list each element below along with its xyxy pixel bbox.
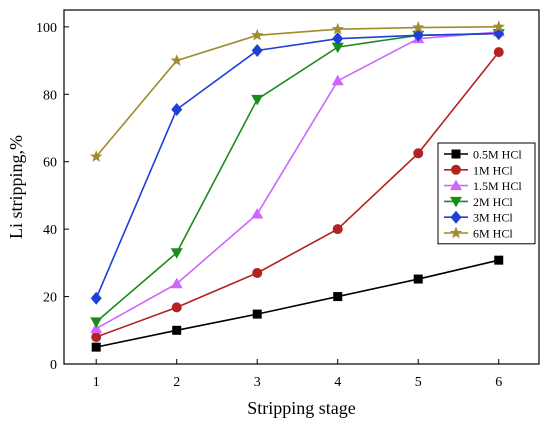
plot-frame xyxy=(63,9,540,365)
series-line xyxy=(95,26,499,158)
data-point xyxy=(91,332,102,343)
data-point xyxy=(251,43,263,57)
legend-item: 3M HCl xyxy=(444,210,513,225)
data-point xyxy=(492,20,505,33)
legend-item: 1.5M HCl xyxy=(444,179,522,193)
series-line xyxy=(95,32,499,299)
x-tick-label: 3 xyxy=(254,375,261,390)
legend-marker xyxy=(451,164,461,175)
plot-border xyxy=(63,9,540,365)
data-point xyxy=(413,274,423,284)
legend-label: 0.5M HCl xyxy=(473,148,522,162)
y-axis: 0 20 40 60 80 100 xyxy=(36,21,69,373)
series-5 xyxy=(90,20,505,162)
legend-item: 2M HCl xyxy=(444,195,513,209)
series-1 xyxy=(91,47,504,343)
legend-box xyxy=(437,142,536,245)
data-point xyxy=(90,317,103,328)
y-tick-label: 100 xyxy=(36,21,57,36)
data-point xyxy=(251,28,264,41)
data-point xyxy=(412,28,424,42)
y-tick-label: 40 xyxy=(43,223,57,238)
data-point xyxy=(413,148,424,159)
legend-marker xyxy=(449,226,463,239)
data-point xyxy=(331,74,344,86)
data-point xyxy=(332,224,343,235)
data-point xyxy=(171,102,183,116)
x-tick-label: 5 xyxy=(415,375,422,390)
data-point xyxy=(90,150,103,162)
x-axis-label: Stripping stage xyxy=(247,398,356,418)
x-tick-label: 2 xyxy=(173,375,180,390)
legend-label: 1M HCl xyxy=(473,163,513,177)
data-point xyxy=(493,47,504,58)
legend-marker xyxy=(450,179,462,191)
data-point xyxy=(170,54,183,66)
data-point xyxy=(331,22,344,35)
series-0 xyxy=(91,255,504,352)
data-point xyxy=(252,309,262,319)
y-tick-label: 20 xyxy=(43,291,57,306)
x-tick-label: 4 xyxy=(334,375,341,390)
series-layer xyxy=(90,20,505,352)
legend-marker xyxy=(450,210,462,224)
data-point xyxy=(333,292,343,302)
series-line xyxy=(95,51,500,338)
x-axis: 1 2 3 4 5 6 xyxy=(93,359,502,390)
data-point xyxy=(170,248,183,259)
y-tick-label: 0 xyxy=(50,358,57,373)
legend-item: 1M HCl xyxy=(444,163,513,177)
legend-marker xyxy=(450,196,462,208)
data-point xyxy=(332,32,344,46)
y-axis-label: Li stripping,% xyxy=(6,135,26,239)
series-line xyxy=(96,259,499,348)
y-tick-label: 60 xyxy=(43,156,57,171)
data-point xyxy=(170,277,183,289)
legend-item: 6M HCl xyxy=(444,226,513,241)
data-point xyxy=(412,21,425,33)
legend-label: 2M HCl xyxy=(473,195,513,209)
y-tick-label: 80 xyxy=(43,88,57,103)
data-point xyxy=(91,342,101,352)
legend-label: 6M HCl xyxy=(473,227,513,241)
data-point xyxy=(251,94,264,106)
x-tick-label: 1 xyxy=(93,375,100,390)
legend-item: 0.5M HCl xyxy=(444,148,522,162)
data-point xyxy=(172,325,182,335)
legend-label: 3M HCl xyxy=(473,211,513,225)
data-point xyxy=(252,267,263,278)
series-line xyxy=(95,31,499,330)
legend-marker xyxy=(451,149,461,159)
x-tick-label: 6 xyxy=(495,375,502,390)
data-point xyxy=(331,42,344,54)
data-point xyxy=(494,255,504,265)
data-point xyxy=(90,291,102,305)
data-point xyxy=(171,302,182,313)
legend-label: 1.5M HCl xyxy=(473,179,522,193)
data-point xyxy=(251,207,264,219)
